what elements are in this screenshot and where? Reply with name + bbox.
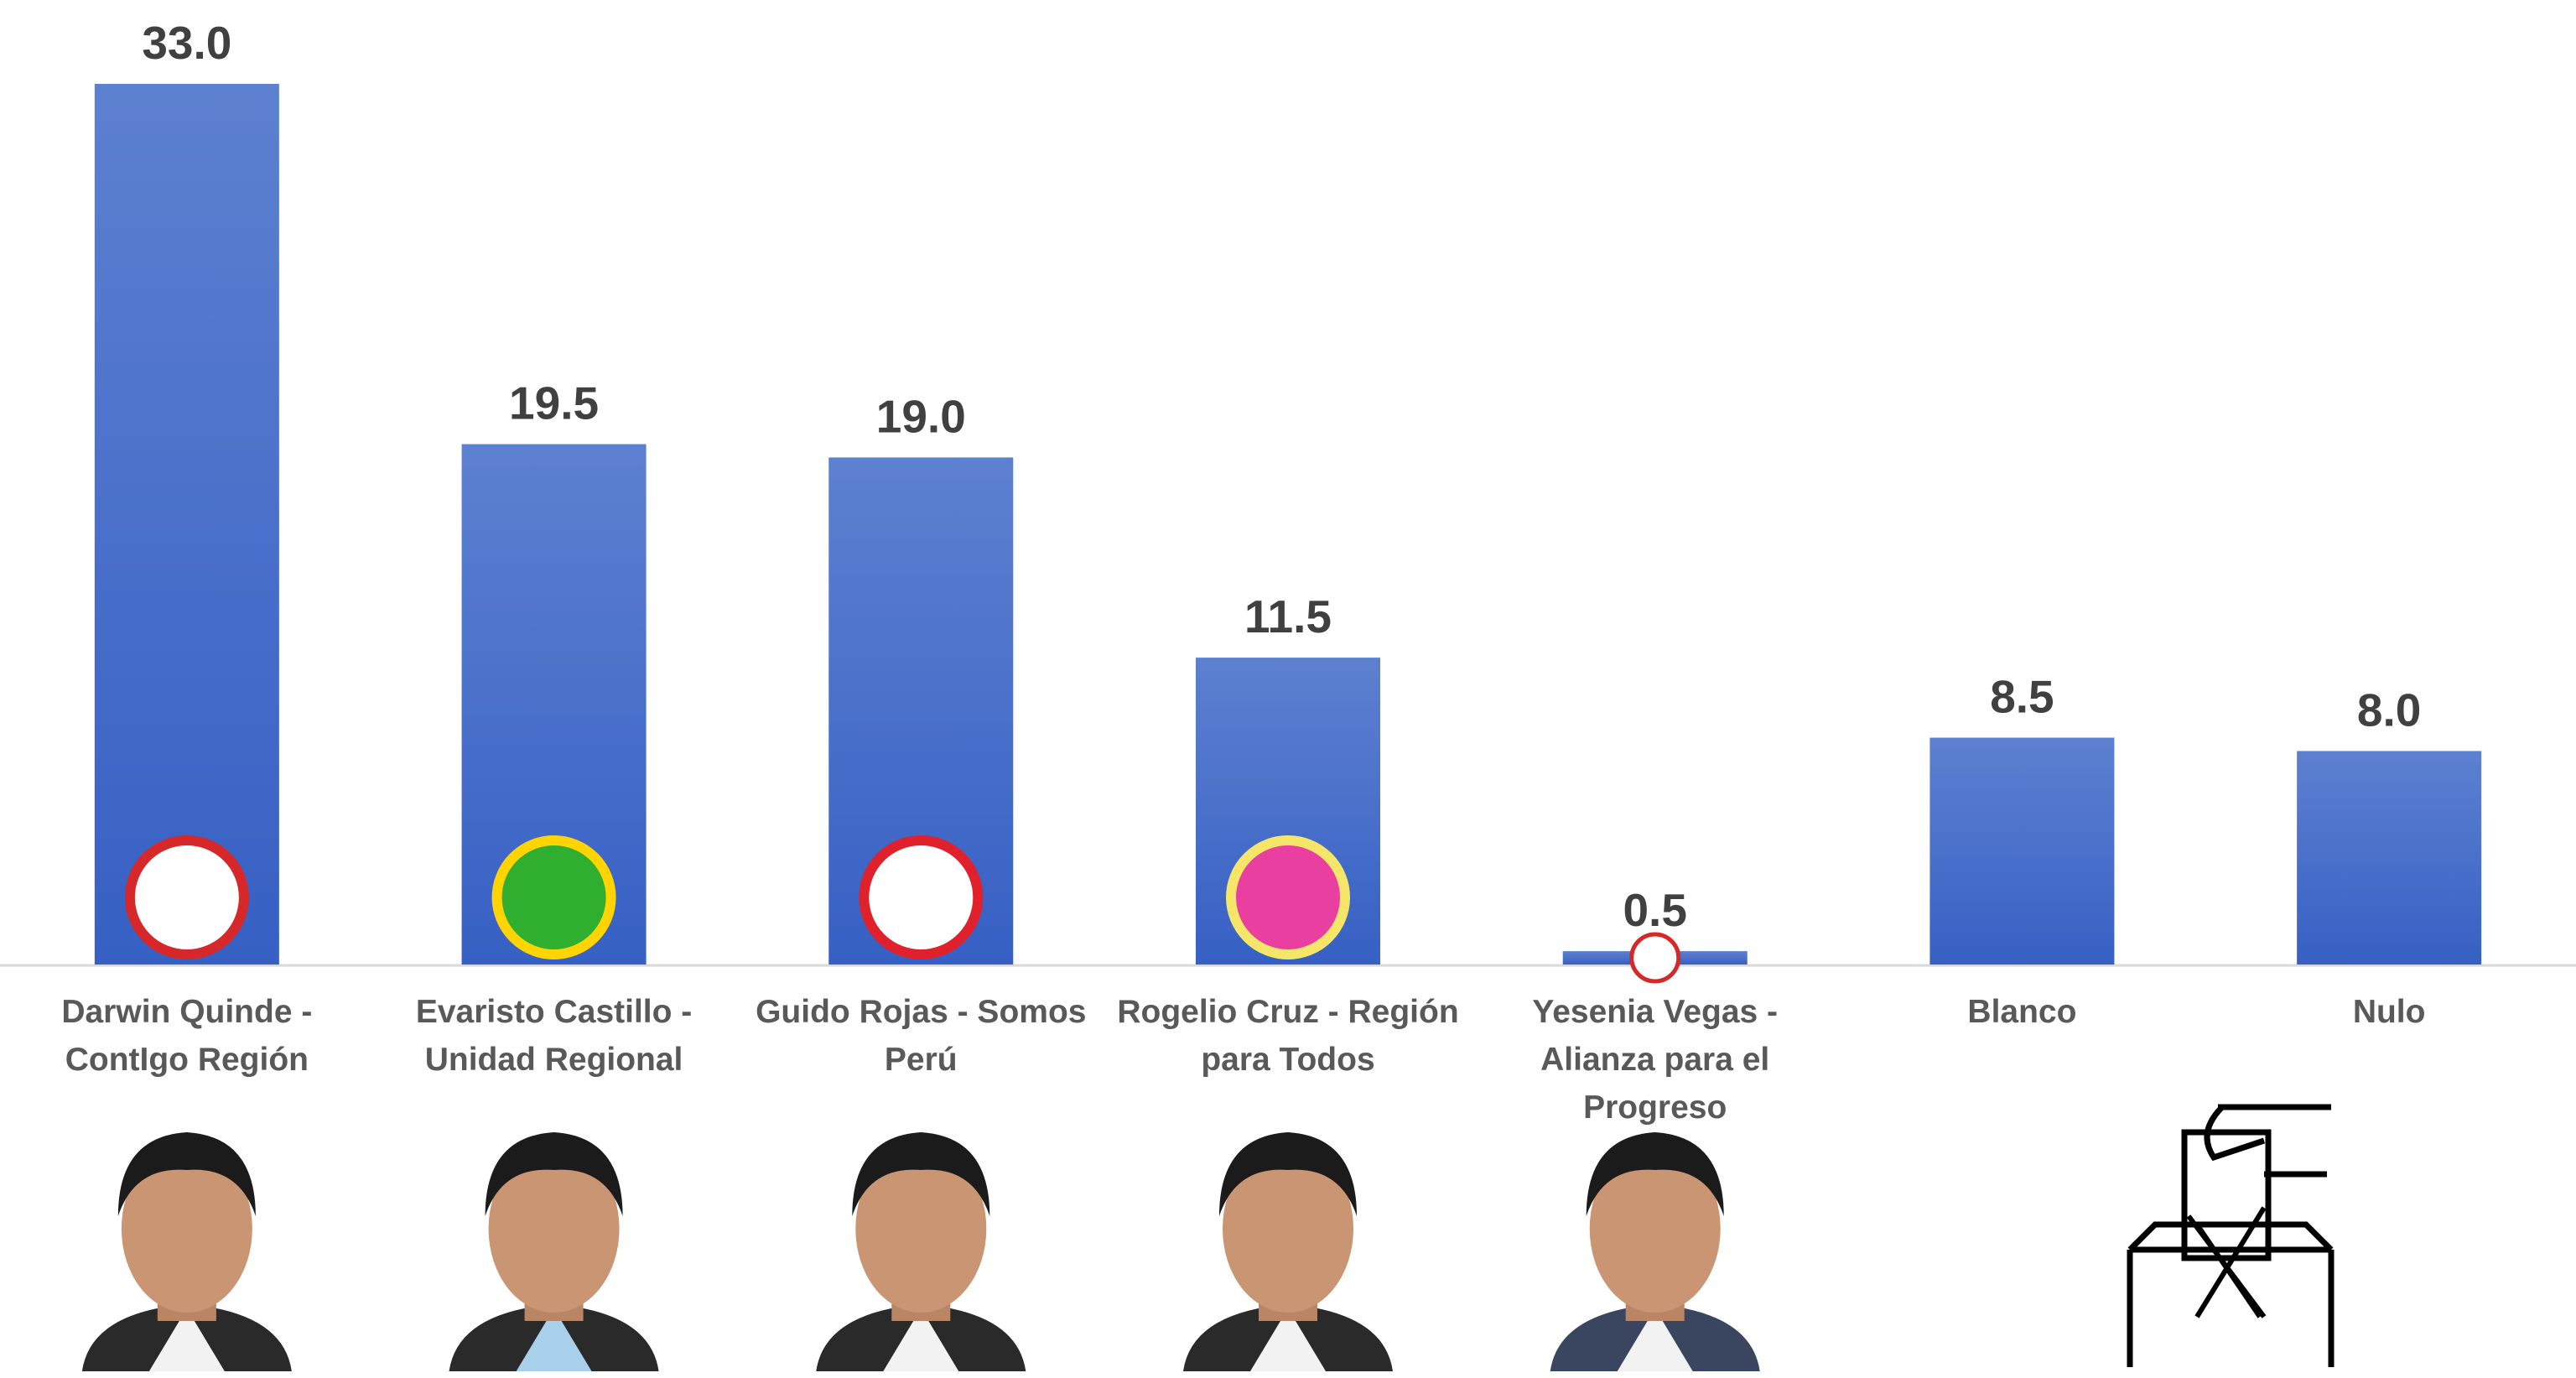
- value-label: 19.0: [876, 390, 966, 442]
- photo-collar: [883, 1308, 959, 1371]
- bar: [94, 84, 279, 965]
- value-label: 11.5: [1244, 590, 1332, 642]
- category-label: Rogelio Cruz - Región para Todos: [1117, 994, 1459, 1078]
- value-label: 19.5: [509, 377, 599, 429]
- category-label: Evaristo Castillo - Unidad Regional: [415, 994, 693, 1078]
- category-label: Darwin Quinde - ContIgo Región: [61, 994, 313, 1078]
- photo-hair: [117, 1132, 256, 1216]
- ballot-box-icon: [2127, 1104, 2334, 1367]
- photo-face: [488, 1145, 620, 1313]
- category-label: Nulo: [2352, 994, 2426, 1030]
- candidate-photo: [81, 1132, 292, 1371]
- candidate-photo: [449, 1132, 659, 1371]
- bar: [2297, 751, 2482, 965]
- candidate-photo: [1183, 1132, 1393, 1371]
- bar: [1929, 737, 2115, 965]
- photo-hair: [1586, 1132, 1724, 1216]
- candidate-photo: [1550, 1132, 1760, 1371]
- category-label: Yesenia Vegas - Alianza para el Progreso: [1532, 994, 1779, 1126]
- value-label: 8.0: [2357, 684, 2421, 736]
- photo-face: [121, 1145, 252, 1313]
- value-label: 8.5: [1990, 671, 2054, 723]
- photo-collar: [1617, 1308, 1693, 1371]
- photo-face: [1589, 1145, 1721, 1313]
- value-label: 0.5: [1623, 884, 1686, 936]
- value-label: 33.0: [142, 17, 231, 69]
- photo-hair: [1219, 1132, 1357, 1216]
- candidate-photo: [816, 1132, 1026, 1371]
- photo-collar: [1250, 1308, 1326, 1371]
- party-logo: [491, 835, 616, 959]
- party-logo: [859, 835, 984, 959]
- party-logo: [1629, 932, 1681, 984]
- party-logo: [124, 835, 249, 959]
- photo-collar: [516, 1308, 592, 1371]
- party-logo: [1226, 835, 1350, 959]
- photo-face: [1223, 1145, 1353, 1313]
- category-label: Blanco: [1967, 994, 2077, 1030]
- photo-face: [855, 1145, 987, 1313]
- photo-collar: [148, 1308, 225, 1371]
- photo-hair: [485, 1132, 623, 1216]
- photo-hair: [852, 1132, 990, 1216]
- category-label: Guido Rojas - Somos Perú: [756, 994, 1087, 1078]
